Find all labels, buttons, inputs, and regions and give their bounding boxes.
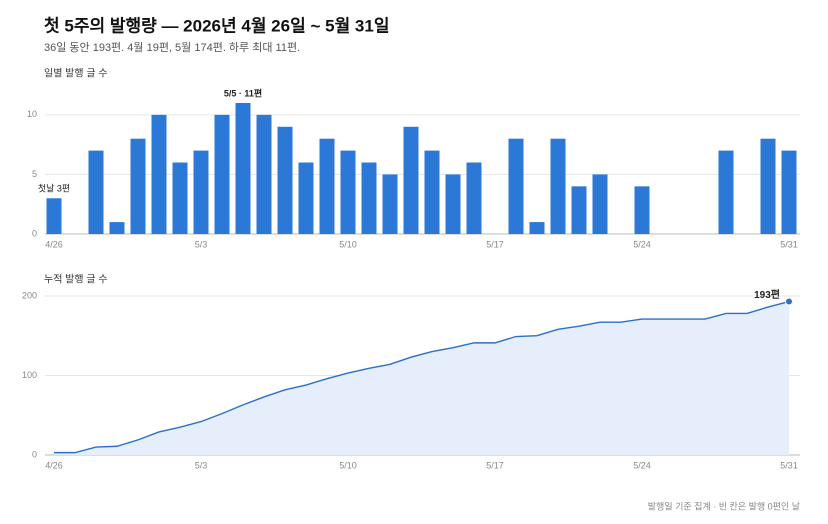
bar bbox=[256, 114, 272, 234]
y-tick-label: 200 bbox=[22, 290, 37, 300]
y-tick-label: 10 bbox=[27, 109, 37, 119]
bar bbox=[193, 150, 209, 234]
x-tick-label: 5/17 bbox=[486, 239, 504, 249]
y-tick-label: 5 bbox=[32, 169, 37, 179]
x-tick-label: 5/3 bbox=[195, 460, 208, 470]
x-tick-label: 4/26 bbox=[45, 239, 63, 249]
bar bbox=[235, 102, 251, 235]
bar bbox=[277, 126, 293, 234]
bar bbox=[403, 126, 419, 234]
bar bbox=[718, 150, 734, 234]
data-label: 193편 bbox=[754, 288, 780, 301]
bar bbox=[550, 138, 566, 234]
chart-title: 일별 발행 글 수 bbox=[44, 68, 108, 80]
end-point bbox=[785, 297, 793, 306]
area bbox=[54, 301, 789, 455]
bar bbox=[298, 162, 314, 234]
bar bbox=[445, 174, 461, 234]
x-tick-label: 5/24 bbox=[633, 460, 651, 470]
data-label: 첫날 3편 bbox=[38, 183, 70, 194]
y-tick-label: 0 bbox=[32, 228, 37, 238]
bar bbox=[46, 198, 62, 234]
bar bbox=[109, 222, 125, 234]
bar bbox=[592, 174, 608, 234]
bar bbox=[361, 162, 377, 234]
bar bbox=[466, 162, 482, 234]
data-label: 5/5 · 11편 bbox=[224, 87, 262, 98]
x-tick-label: 5/10 bbox=[339, 460, 357, 470]
bar bbox=[214, 114, 230, 234]
x-tick-label: 5/3 bbox=[195, 239, 208, 249]
x-tick-label: 5/10 bbox=[339, 239, 357, 249]
bar bbox=[319, 138, 335, 234]
bar bbox=[571, 186, 587, 234]
bar bbox=[340, 150, 356, 234]
y-tick-label: 100 bbox=[22, 370, 37, 380]
y-tick-label: 0 bbox=[32, 449, 37, 459]
bar bbox=[781, 150, 797, 234]
chart-title: 누적 발행 글 수 bbox=[44, 274, 108, 286]
x-tick-label: 5/24 bbox=[633, 239, 651, 249]
bar bbox=[172, 162, 188, 234]
page-subtitle: 36일 동안 193편. 4월 19편, 5월 174편. 하루 최대 11편. bbox=[44, 40, 300, 54]
x-tick-label: 5/17 bbox=[486, 460, 504, 470]
x-tick-label: 5/31 bbox=[780, 460, 798, 470]
bar bbox=[382, 174, 398, 234]
bar bbox=[760, 138, 776, 234]
x-tick-label: 5/31 bbox=[780, 239, 798, 249]
bar bbox=[151, 114, 167, 234]
bar bbox=[529, 222, 545, 234]
footnote: 발행일 기준 집계 · 빈 칸은 발행 0편인 날 bbox=[648, 500, 800, 511]
bar bbox=[424, 150, 440, 234]
bar bbox=[634, 186, 650, 234]
bar bbox=[88, 150, 104, 234]
x-tick-label: 4/26 bbox=[45, 460, 63, 470]
bar bbox=[130, 138, 146, 234]
line bbox=[54, 300, 790, 454]
bar bbox=[508, 138, 524, 234]
page-title: 첫 5주의 발행량 — 2026년 4월 26일 ~ 5월 31일 bbox=[44, 15, 389, 35]
